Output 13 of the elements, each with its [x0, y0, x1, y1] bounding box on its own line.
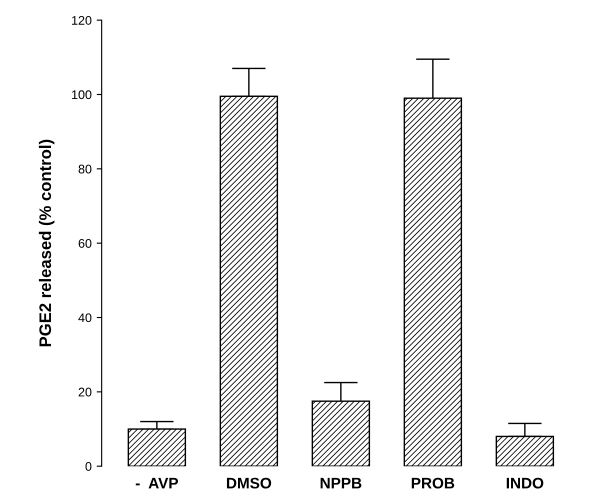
- x-tick-label: DMSO: [226, 478, 272, 489]
- x-tick-label: INDO: [506, 478, 544, 489]
- x-tick-label: - AVP: [136, 478, 178, 488]
- x-tick-label: NPPB: [320, 478, 362, 488]
- y-tick-label: 80: [78, 164, 92, 174]
- y-tick-label: 0: [85, 462, 92, 471]
- y-tick-label: 100: [72, 90, 92, 100]
- y-axis-title: PGE2 released (% control): [38, 140, 54, 346]
- y-tick-label: 60: [78, 238, 92, 248]
- y-tick-label: 20: [78, 388, 92, 397]
- x-tick-label: PROB: [412, 478, 454, 489]
- y-tick-label: 40: [78, 313, 92, 322]
- y-tick-label: 120: [72, 16, 92, 25]
